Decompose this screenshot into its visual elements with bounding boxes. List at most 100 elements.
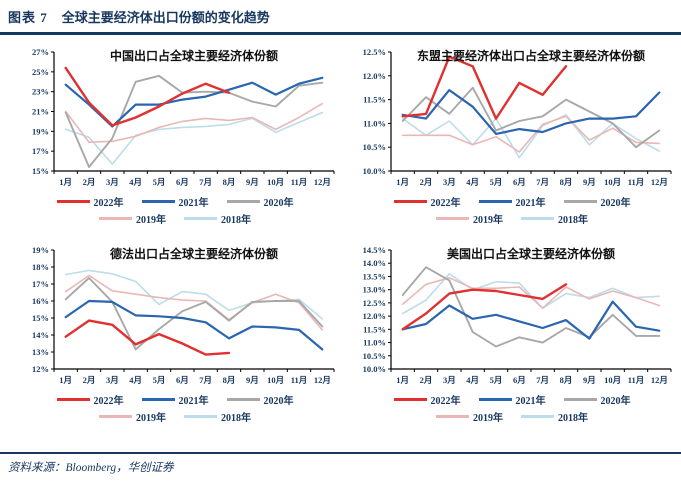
legend-row: 2022年 2021年 2020年 bbox=[10, 193, 340, 210]
x-tick-label: 1月 bbox=[59, 177, 72, 187]
x-tick-label: 3月 bbox=[443, 375, 456, 385]
y-tick-label: 10.0% bbox=[363, 364, 386, 374]
legend-line-swatch bbox=[478, 398, 512, 401]
x-tick-label: 6月 bbox=[513, 177, 526, 187]
legend-line-swatch bbox=[563, 200, 597, 203]
x-tick-label: 7月 bbox=[536, 375, 549, 385]
legend-label: 2021年 bbox=[178, 396, 209, 407]
y-tick-label: 15% bbox=[32, 166, 49, 176]
x-tick-label: 11月 bbox=[628, 177, 645, 187]
series-line-2021 bbox=[401, 300, 661, 340]
x-tick-label: 11月 bbox=[628, 375, 645, 385]
x-tick-label: 2月 bbox=[83, 177, 96, 187]
x-tick-label: 7月 bbox=[199, 177, 212, 187]
y-tick-label: 10.0% bbox=[363, 166, 386, 176]
legend-line-swatch bbox=[563, 398, 597, 401]
source-text: 资料来源：Bloomberg，华创证券 bbox=[8, 462, 174, 474]
legend-line-swatch bbox=[436, 217, 469, 220]
legend-line-swatch bbox=[436, 415, 469, 418]
x-tick-label: 1月 bbox=[59, 375, 72, 385]
y-tick-label: 14.5% bbox=[363, 245, 386, 255]
x-tick-label: 3月 bbox=[106, 375, 119, 385]
y-tick-label: 12% bbox=[32, 364, 49, 374]
x-tick-label: 8月 bbox=[223, 375, 236, 385]
x-tick-label: 12月 bbox=[651, 375, 668, 385]
chart-germany_france: 德法出口占全球主要经济体份额 12% 13% 14% 15% 16% 17% 18% 19% 1月… bbox=[10, 243, 340, 425]
legend-label: 2022年 bbox=[93, 396, 124, 407]
y-tick-label: 11.5% bbox=[363, 324, 386, 334]
legend-label: 2020年 bbox=[263, 198, 294, 209]
x-tick-label: 4月 bbox=[129, 375, 142, 385]
legend-label: 2018年 bbox=[558, 215, 588, 226]
legend-label: 2018年 bbox=[558, 413, 588, 424]
legend-label: 2021年 bbox=[178, 198, 209, 209]
x-tick-label: 6月 bbox=[513, 375, 526, 385]
legend-line-swatch bbox=[226, 398, 260, 401]
legend-label: 2022年 bbox=[430, 198, 461, 209]
legend-item-2022: 2022年 bbox=[56, 392, 124, 407]
series-line-2020 bbox=[401, 266, 661, 348]
x-tick-label: 5月 bbox=[153, 375, 166, 385]
legend-line-swatch bbox=[226, 200, 260, 203]
series-line-2019 bbox=[64, 102, 324, 143]
legend-item-2020: 2020年 bbox=[226, 194, 294, 209]
legend-item-2022: 2022年 bbox=[393, 392, 461, 407]
legend-item-2018: 2018年 bbox=[184, 211, 251, 226]
legend-line-swatch bbox=[141, 398, 175, 401]
legend-line-swatch bbox=[521, 415, 554, 418]
x-tick-label: 8月 bbox=[560, 177, 573, 187]
chart-plot-china: 15% 17% 19% 21% 23% 25% 27% 1月 2月 3月 4月 5月 6月 7月 8月 9月 1… bbox=[32, 47, 335, 187]
figure-number-label: 图表 7 bbox=[8, 10, 48, 25]
charts-grid: 中国出口占全球主要经济体份额 15% 17% 19% 21% 23% 25% 27% 1月 2月 3… bbox=[0, 35, 681, 425]
x-tick-label: 10月 bbox=[604, 375, 621, 385]
y-tick-label: 12.0% bbox=[363, 311, 386, 321]
series-line-2020 bbox=[64, 74, 324, 168]
x-tick-label: 12月 bbox=[314, 177, 331, 187]
series-line-2022 bbox=[64, 66, 231, 127]
y-tick-label: 13.5% bbox=[363, 271, 386, 281]
legend-label: 2022年 bbox=[430, 396, 461, 407]
legend-label: 2018年 bbox=[221, 215, 251, 226]
legend-label: 2019年 bbox=[473, 413, 503, 424]
x-tick-label: 8月 bbox=[560, 375, 573, 385]
y-tick-label: 17% bbox=[32, 146, 49, 156]
legend-line-swatch bbox=[56, 200, 90, 203]
y-tick-label: 16% bbox=[32, 296, 49, 306]
legend-item-2018: 2018年 bbox=[184, 409, 251, 424]
legend-row: 2019年 2018年 bbox=[347, 408, 677, 425]
legend-line-swatch bbox=[184, 217, 217, 220]
legend-label: 2018年 bbox=[221, 413, 251, 424]
legend-item-2020: 2020年 bbox=[226, 392, 294, 407]
chart-legend: 2022年 2021年 2020年 2019年 2018年 bbox=[10, 193, 340, 227]
x-tick-label: 9月 bbox=[583, 177, 596, 187]
x-tick-label: 11月 bbox=[291, 375, 308, 385]
legend-row: 2019年 2018年 bbox=[347, 210, 677, 227]
series-line-2022 bbox=[401, 283, 568, 331]
series-line-2018 bbox=[401, 114, 661, 159]
legend-line-swatch bbox=[99, 217, 132, 220]
x-tick-label: 6月 bbox=[176, 375, 189, 385]
legend-line-swatch bbox=[521, 217, 554, 220]
x-tick-label: 7月 bbox=[199, 375, 212, 385]
legend-item-2020: 2020年 bbox=[563, 194, 631, 209]
y-tick-label: 12.0% bbox=[363, 71, 386, 81]
y-tick-label: 11.5% bbox=[363, 95, 386, 105]
chart-legend: 2022年 2021年 2020年 2019年 2018年 bbox=[347, 391, 677, 425]
y-tick-label: 23% bbox=[32, 87, 49, 97]
x-tick-label: 9月 bbox=[583, 375, 596, 385]
x-tick-label: 6月 bbox=[176, 177, 189, 187]
chart-legend: 2022年 2021年 2020年 2019年 2018年 bbox=[347, 193, 677, 227]
legend-row: 2019年 2018年 bbox=[10, 408, 340, 425]
legend-label: 2021年 bbox=[515, 198, 546, 209]
legend-line-swatch bbox=[99, 415, 132, 418]
x-tick-label: 10月 bbox=[604, 177, 621, 187]
series-line-2022 bbox=[64, 319, 231, 356]
legend-label: 2021年 bbox=[515, 396, 546, 407]
x-tick-label: 11月 bbox=[291, 177, 308, 187]
legend-label: 2019年 bbox=[473, 215, 503, 226]
legend-item-2018: 2018年 bbox=[521, 211, 588, 226]
chart-plot-asean: 10.0% 10.5% 11.0% 11.5% 12.0% 12.5% 1月 2月 3月 4月 5月… bbox=[363, 47, 672, 187]
legend-line-swatch bbox=[478, 200, 512, 203]
x-tick-label: 1月 bbox=[396, 375, 409, 385]
y-tick-label: 12.5% bbox=[363, 47, 386, 57]
